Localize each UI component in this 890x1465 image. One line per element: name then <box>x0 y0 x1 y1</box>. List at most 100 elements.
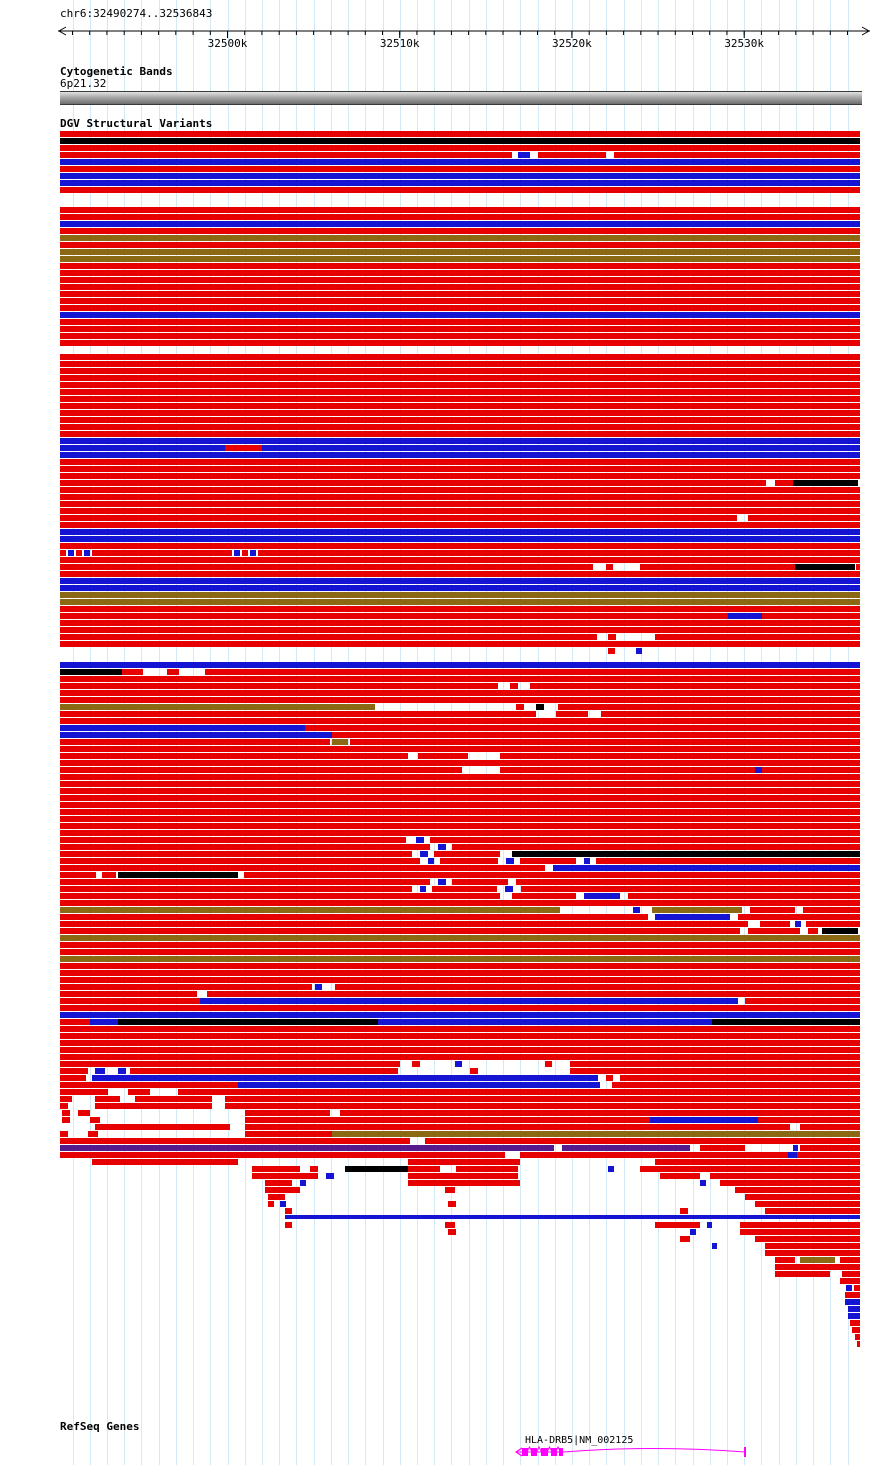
variant-bar[interactable] <box>60 1019 90 1025</box>
variant-bar[interactable] <box>855 1334 860 1340</box>
variant-bar[interactable] <box>285 1215 860 1219</box>
variant-bar[interactable] <box>60 536 860 542</box>
variant-bar[interactable] <box>60 641 860 647</box>
variant-bar[interactable] <box>842 1271 860 1277</box>
variant-bar[interactable] <box>448 1201 456 1207</box>
variant-bar[interactable] <box>633 907 640 913</box>
variant-bar[interactable] <box>60 949 860 955</box>
variant-bar[interactable] <box>60 739 330 745</box>
variant-bar[interactable] <box>60 816 860 822</box>
variant-bar[interactable] <box>793 1145 798 1151</box>
variant-bar[interactable] <box>60 620 860 626</box>
variant-bar[interactable] <box>448 1229 456 1235</box>
variant-bar[interactable] <box>584 893 620 899</box>
variant-bar[interactable] <box>797 1152 860 1158</box>
variant-bar[interactable] <box>60 207 860 213</box>
variant-bar[interactable] <box>740 1222 860 1228</box>
variant-bar[interactable] <box>345 1166 408 1172</box>
variant-bar[interactable] <box>60 970 860 976</box>
variant-bar[interactable] <box>60 473 860 479</box>
variant-bar[interactable] <box>60 131 860 137</box>
variant-bar[interactable] <box>434 851 500 857</box>
variant-bar[interactable] <box>244 872 860 878</box>
variant-bar[interactable] <box>60 487 860 493</box>
variant-bar[interactable] <box>60 1068 88 1074</box>
variant-bar[interactable] <box>60 711 536 717</box>
variant-bar[interactable] <box>60 718 860 724</box>
variant-bar[interactable] <box>553 865 860 871</box>
variant-bar[interactable] <box>335 984 860 990</box>
variant-bar[interactable] <box>60 445 225 451</box>
variant-bar[interactable] <box>516 704 524 710</box>
variant-bar[interactable] <box>788 1152 797 1158</box>
variant-bar[interactable] <box>60 249 860 255</box>
variant-bar[interactable] <box>416 837 424 843</box>
variant-bar[interactable] <box>60 1089 108 1095</box>
variant-bar[interactable] <box>636 648 642 654</box>
variant-bar[interactable] <box>800 1257 835 1263</box>
variant-bar[interactable] <box>60 501 860 507</box>
variant-bar[interactable] <box>652 907 742 913</box>
variant-bar[interactable] <box>510 683 518 689</box>
variant-bar[interactable] <box>60 935 860 941</box>
pan-left-arrow-icon[interactable] <box>57 26 67 36</box>
variant-bar[interactable] <box>505 886 513 892</box>
variant-bar[interactable] <box>850 1320 860 1326</box>
variant-bar[interactable] <box>428 858 434 864</box>
variant-bar[interactable] <box>840 1257 860 1263</box>
variant-bar[interactable] <box>238 1082 600 1088</box>
variant-bar[interactable] <box>628 893 860 899</box>
variant-bar[interactable] <box>60 298 860 304</box>
variant-bar[interactable] <box>793 480 858 486</box>
variant-bar[interactable] <box>60 480 766 486</box>
variant-bar[interactable] <box>300 1180 306 1186</box>
variant-bar[interactable] <box>60 354 860 360</box>
variant-bar[interactable] <box>765 1250 860 1256</box>
variant-bar[interactable] <box>60 844 430 850</box>
variant-bar[interactable] <box>245 1124 790 1130</box>
variant-bar[interactable] <box>60 166 860 172</box>
variant-bar[interactable] <box>60 893 500 899</box>
variant-bar[interactable] <box>762 613 860 619</box>
variant-bar[interactable] <box>606 1075 613 1081</box>
variant-bar[interactable] <box>60 634 597 640</box>
variant-bar[interactable] <box>408 1173 518 1179</box>
gene-label[interactable]: HLA-DRB5|NM_002125 <box>525 1435 634 1446</box>
variant-bar[interactable] <box>78 1110 90 1116</box>
variant-bar[interactable] <box>60 900 860 906</box>
variant-bar[interactable] <box>452 879 508 885</box>
variant-bar[interactable] <box>620 1075 860 1081</box>
variant-bar[interactable] <box>712 1019 860 1025</box>
variant-bar[interactable] <box>60 697 860 703</box>
variant-bar[interactable] <box>285 1208 292 1214</box>
variant-bar[interactable] <box>60 1012 860 1018</box>
variant-bar[interactable] <box>848 1313 860 1319</box>
variant-bar[interactable] <box>852 1327 860 1333</box>
variant-bar[interactable] <box>60 333 860 339</box>
variant-bar[interactable] <box>60 886 412 892</box>
variant-bar[interactable] <box>650 1117 758 1123</box>
variant-bar[interactable] <box>430 837 860 843</box>
variant-bar[interactable] <box>60 375 860 381</box>
variant-bar[interactable] <box>601 711 860 717</box>
variant-bar[interactable] <box>205 669 860 675</box>
variant-bar[interactable] <box>60 1054 860 1060</box>
variant-bar[interactable] <box>500 767 755 773</box>
variant-bar[interactable] <box>60 550 66 556</box>
variant-bar[interactable] <box>128 1089 150 1095</box>
variant-bar[interactable] <box>60 760 860 766</box>
variant-bar[interactable] <box>258 550 860 556</box>
variant-bar[interactable] <box>707 1222 712 1228</box>
variant-bar[interactable] <box>60 613 728 619</box>
variant-bar[interactable] <box>425 1138 860 1144</box>
variant-bar[interactable] <box>640 564 795 570</box>
variant-bar[interactable] <box>755 767 762 773</box>
variant-bar[interactable] <box>60 368 860 374</box>
variant-bar[interactable] <box>845 1292 860 1298</box>
variant-bar[interactable] <box>795 564 855 570</box>
variant-bar[interactable] <box>60 781 860 787</box>
variant-bar[interactable] <box>60 599 860 605</box>
variant-bar[interactable] <box>60 396 860 402</box>
variant-bar[interactable] <box>92 1159 238 1165</box>
variant-bar[interactable] <box>60 865 545 871</box>
